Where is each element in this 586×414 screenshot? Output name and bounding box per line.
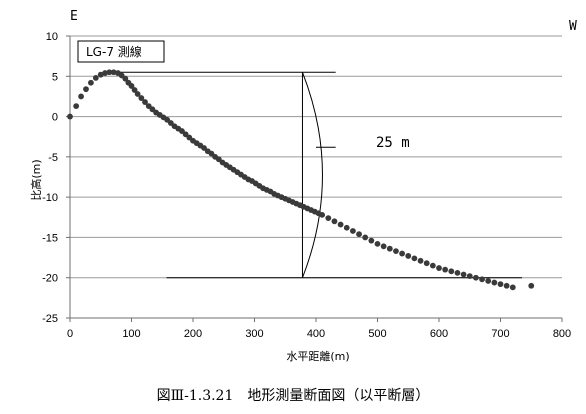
data-point [528, 282, 535, 289]
data-point [411, 255, 418, 262]
x-tick-label: 700 [491, 328, 509, 340]
x-tick-label: 300 [245, 328, 263, 340]
data-point [454, 269, 461, 276]
data-point [350, 228, 356, 234]
data-point [88, 79, 94, 86]
y-tick-label: 0 [52, 112, 58, 124]
legend-label: LG-7 測線 [86, 44, 142, 59]
data-point [92, 74, 99, 81]
legend-box [77, 40, 165, 63]
data-point [331, 218, 338, 225]
distance-annotation: 25 m [376, 135, 410, 151]
data-point [423, 260, 430, 267]
data-point [485, 278, 492, 284]
data-point [448, 268, 455, 275]
data-point [356, 231, 362, 238]
y-tick-label: -5 [48, 152, 58, 164]
data-point [503, 282, 510, 289]
data-point [405, 253, 412, 259]
data-point [343, 224, 350, 231]
data-points [67, 69, 535, 291]
y-axis-title: 比高(m) [29, 159, 43, 200]
data-point [466, 273, 473, 280]
data-point [122, 75, 129, 82]
data-point [473, 274, 479, 281]
direction-west-label: W [569, 19, 577, 34]
x-tick-label: 0 [67, 328, 73, 340]
data-point [417, 257, 424, 264]
data-point [386, 245, 393, 252]
data-point [131, 87, 138, 93]
annotation-lines [106, 71, 523, 279]
data-point [362, 234, 369, 241]
data-point [368, 237, 375, 244]
data-point [83, 86, 89, 93]
y-tick-label: -15 [42, 232, 58, 244]
y-tick-label: -10 [42, 192, 58, 204]
y-tick-label: -25 [42, 313, 58, 325]
axes [66, 35, 563, 322]
data-point [509, 284, 516, 291]
data-point [442, 266, 449, 273]
data-point [399, 250, 405, 257]
data-point [102, 70, 108, 76]
data-point [138, 95, 145, 101]
data-point [73, 103, 80, 109]
data-point [128, 83, 135, 89]
data-point [491, 279, 498, 286]
data-point [67, 113, 73, 120]
annotation-brace [302, 72, 323, 278]
data-point [479, 276, 485, 283]
y-tick-label: 10 [46, 31, 58, 43]
data-point [134, 91, 141, 97]
x-tick-label: 600 [430, 328, 448, 340]
data-point [319, 211, 326, 218]
x-axis-title: 水平距離(m) [286, 349, 349, 363]
data-point [380, 243, 387, 250]
data-point [110, 69, 117, 76]
x-tick-label: 800 [553, 328, 571, 340]
data-point [106, 69, 113, 76]
data-point [78, 93, 84, 100]
data-point [142, 99, 148, 105]
x-tick-label: 500 [368, 328, 386, 340]
data-point [460, 271, 467, 278]
x-tick-label: 200 [184, 328, 202, 340]
data-point [436, 265, 442, 271]
x-tick-label: 100 [122, 328, 140, 340]
data-point [325, 215, 332, 221]
direction-east-label: E [70, 9, 78, 24]
y-tick-label: -20 [42, 273, 58, 285]
y-tick-label: 5 [52, 71, 58, 83]
data-point [393, 248, 399, 255]
data-point [429, 262, 436, 269]
x-tick-label: 400 [307, 328, 325, 340]
data-point [497, 281, 504, 288]
figure-caption: 図Ⅲ-1.3.21 地形測量断面図（以平断層） [157, 388, 430, 404]
data-point [337, 221, 344, 228]
data-point [374, 240, 381, 247]
tick-labels: 10 5 0 -5 -10 -15 -20 -25 0 100 200 300 400 500 600 700… [42, 31, 571, 340]
